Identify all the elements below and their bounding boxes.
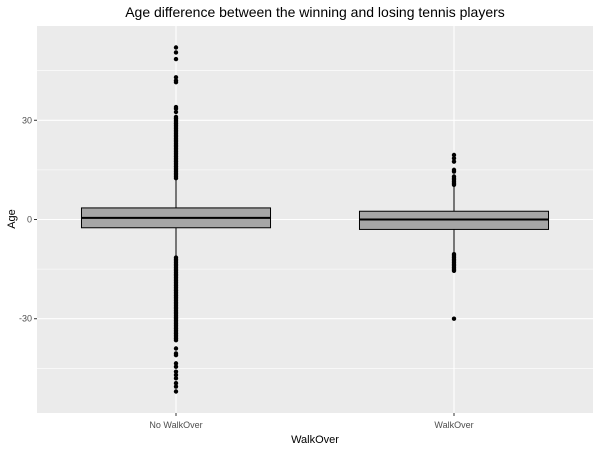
outlier-point: [173, 45, 179, 50]
outlier-point: [173, 364, 179, 369]
outlier-point: [173, 75, 179, 80]
box-group-2: [358, 152, 550, 321]
outlier-point: [173, 114, 179, 120]
outlier-point: [173, 346, 179, 351]
outlier-point: [173, 56, 179, 62]
outlier-point: [451, 316, 457, 321]
outlier-point: [173, 372, 179, 378]
boxes: [80, 45, 550, 394]
x-tick-label: No WalkOver: [149, 420, 202, 430]
x-tick-label: WalkOver: [434, 420, 473, 430]
x-axis-title: WalkOver: [291, 434, 339, 446]
outlier-point: [173, 384, 179, 389]
outlier-point: [173, 389, 179, 394]
y-tick-label: -30: [19, 314, 32, 324]
box-group-1: [80, 45, 272, 394]
outlier-point: [173, 376, 179, 381]
outlier-point: [173, 352, 179, 358]
outlier-point: [173, 381, 179, 386]
outlier-point: [173, 106, 179, 111]
chart-title: Age difference between the winning and l…: [125, 4, 505, 20]
outlier-point: [173, 255, 179, 260]
outlier-point: [173, 50, 179, 55]
outlier-point: [173, 361, 179, 366]
y-tick-label: 30: [22, 115, 32, 125]
outlier-point: [451, 159, 457, 164]
outlier-point: [451, 156, 457, 161]
outlier-point: [451, 152, 457, 158]
y-axis-title: Age: [6, 209, 18, 229]
outlier-point: [451, 174, 457, 179]
outlier-point: [451, 252, 457, 257]
x-axis-ticks: No WalkOver WalkOver: [149, 413, 474, 430]
y-tick-label: 0: [27, 215, 32, 225]
outlier-point: [173, 338, 179, 343]
outlier-point: [173, 80, 179, 85]
outlier-point: [173, 369, 179, 374]
outlier-point: [451, 169, 457, 174]
outlier-point: [173, 109, 179, 115]
y-axis-ticks: -30 0 30: [19, 115, 37, 324]
